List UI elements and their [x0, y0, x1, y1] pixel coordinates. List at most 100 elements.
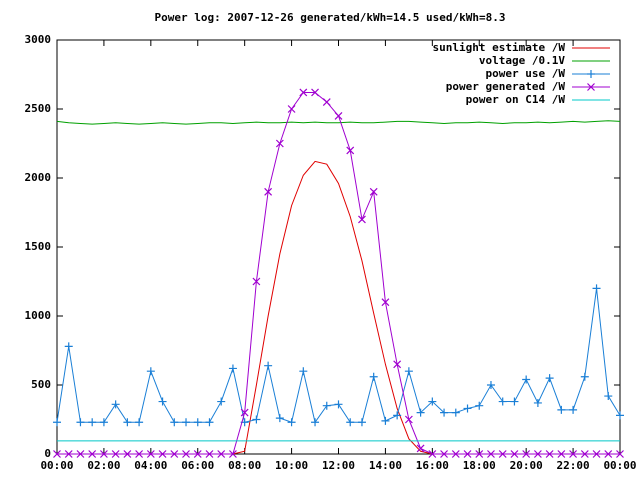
point-marker — [193, 450, 202, 458]
point-marker — [416, 444, 425, 453]
point-marker — [205, 418, 214, 427]
point-marker — [592, 284, 601, 293]
legend-label: power generated /W — [446, 80, 566, 93]
point-marker — [522, 375, 531, 384]
y-tick-label: 2500 — [25, 102, 52, 115]
point-marker — [217, 450, 226, 458]
point-marker — [240, 408, 249, 417]
point-marker — [123, 418, 132, 427]
x-tick-label: 04:00 — [134, 459, 167, 472]
point-marker — [580, 450, 589, 458]
point-marker — [557, 405, 566, 414]
x-tick-label: 16:00 — [416, 459, 449, 472]
point-marker — [545, 450, 554, 458]
point-marker — [158, 397, 167, 406]
point-marker — [580, 372, 589, 381]
point-marker — [428, 450, 437, 458]
point-marker — [404, 415, 413, 424]
point-marker — [252, 415, 261, 424]
point-marker — [322, 401, 331, 410]
point-marker — [182, 418, 191, 427]
point-marker — [287, 105, 296, 113]
point-marker — [64, 450, 73, 458]
point-marker — [440, 450, 448, 458]
point-marker — [369, 372, 378, 381]
x-tick-label: 00:00 — [40, 459, 73, 472]
point-marker — [545, 374, 554, 383]
point-marker — [381, 416, 390, 425]
point-marker — [111, 400, 120, 409]
point-marker — [111, 450, 120, 458]
point-marker — [275, 414, 284, 423]
point-marker — [299, 367, 308, 376]
legend-label: power on C14 /W — [466, 93, 566, 106]
point-marker — [275, 139, 284, 148]
point-marker — [334, 111, 343, 120]
point-marker — [428, 397, 437, 406]
point-marker — [217, 397, 226, 406]
point-marker — [346, 418, 355, 427]
point-marker — [451, 450, 460, 458]
point-marker — [158, 450, 167, 458]
point-marker — [451, 408, 460, 417]
point-marker — [604, 392, 613, 401]
point-marker — [569, 405, 578, 414]
legend-label: voltage /0.1V — [479, 54, 565, 67]
point-marker — [522, 450, 531, 458]
point-marker — [416, 408, 425, 417]
point-marker — [146, 367, 155, 376]
legend-marker — [587, 83, 595, 91]
point-marker — [440, 408, 449, 417]
x-tick-label: 12:00 — [322, 459, 355, 472]
point-marker — [510, 450, 519, 458]
point-marker — [76, 450, 85, 458]
x-tick-label: 14:00 — [369, 459, 402, 472]
point-marker — [322, 98, 331, 107]
y-tick-label: 1000 — [25, 309, 52, 322]
point-marker — [170, 450, 179, 458]
point-marker — [463, 450, 472, 458]
point-marker — [88, 450, 97, 458]
point-marker — [76, 418, 85, 427]
point-marker — [463, 404, 472, 413]
point-marker — [616, 450, 624, 458]
point-marker — [135, 450, 144, 458]
x-tick-label: 00:00 — [603, 459, 636, 472]
point-marker — [498, 397, 507, 406]
point-marker — [404, 367, 413, 376]
point-marker — [533, 450, 542, 458]
point-marker — [287, 418, 296, 427]
point-marker — [205, 450, 214, 458]
point-marker — [99, 450, 108, 458]
y-tick-label: 500 — [31, 378, 51, 391]
point-marker — [604, 450, 613, 458]
chart-title: Power log: 2007-12-26 generated/kWh=14.5… — [155, 11, 506, 24]
legend-label: power use /W — [486, 67, 566, 80]
x-tick-label: 02:00 — [87, 459, 120, 472]
x-tick-label: 18:00 — [463, 459, 496, 472]
point-marker — [135, 418, 144, 427]
point-marker — [146, 450, 155, 458]
point-marker — [569, 450, 578, 458]
point-marker — [346, 146, 355, 155]
legend-label: sunlight estimate /W — [433, 41, 566, 54]
point-marker — [475, 401, 484, 410]
point-marker — [358, 215, 366, 224]
point-marker — [193, 418, 202, 427]
point-marker — [475, 450, 484, 458]
point-marker — [486, 381, 495, 389]
point-marker — [533, 398, 542, 407]
point-marker — [557, 450, 566, 458]
point-marker — [616, 411, 624, 420]
point-marker — [229, 450, 237, 458]
point-marker — [393, 360, 402, 369]
point-marker — [64, 342, 73, 351]
point-marker — [99, 418, 108, 427]
point-marker — [53, 418, 61, 427]
x-tick-label: 06:00 — [181, 459, 214, 472]
point-marker — [393, 411, 402, 420]
point-marker — [53, 450, 61, 458]
